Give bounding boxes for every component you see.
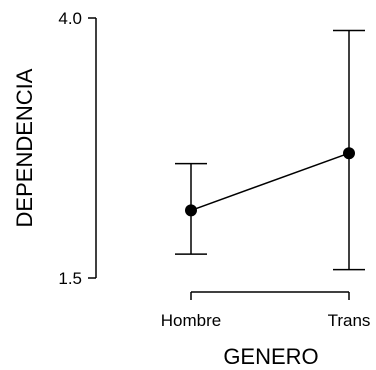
series-line [190, 152, 350, 212]
x-tick-label-hombre: Hombre [161, 311, 221, 330]
y-tick-label-bottom: 1.5 [58, 269, 82, 288]
y-tick-label-top: 4.0 [58, 9, 82, 28]
data-point-hombre [185, 204, 197, 217]
x-axis-title: GENERO [223, 344, 318, 369]
x-tick-label-trans: Trans [328, 311, 371, 330]
y-axis-title: DEPENDENCIA [12, 68, 37, 227]
data-point-trans [343, 147, 355, 160]
